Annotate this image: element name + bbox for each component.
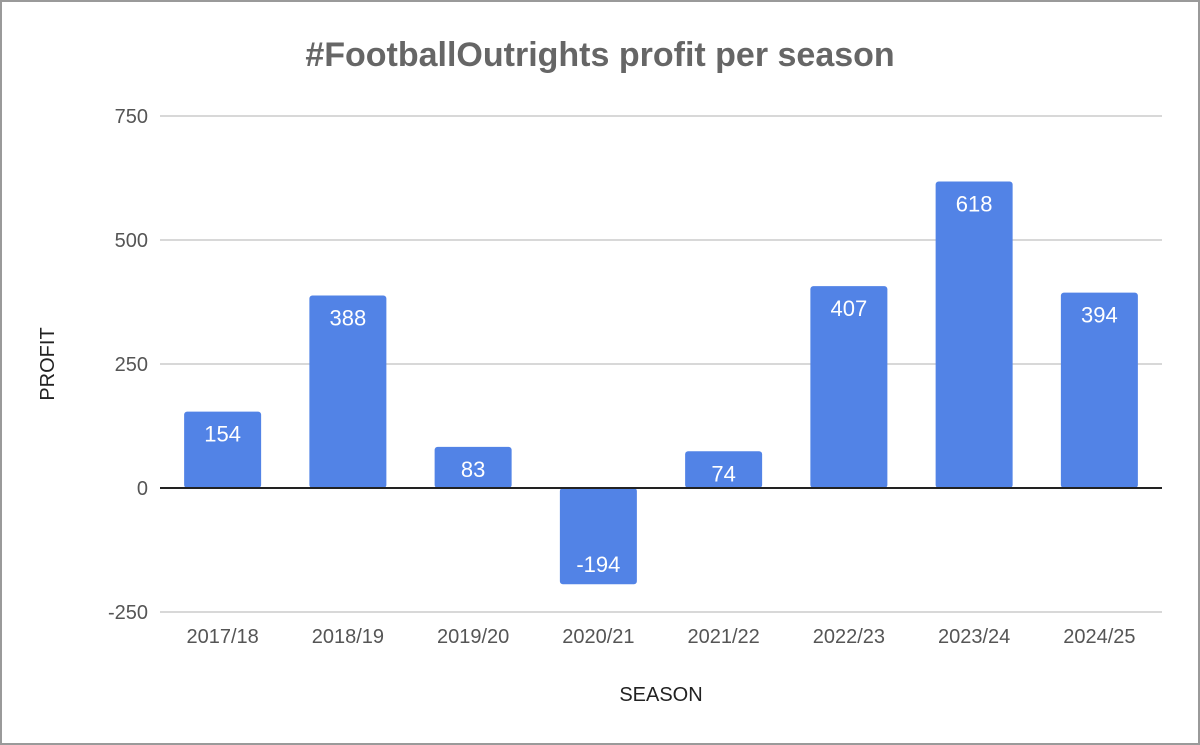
x-tick-label: 2018/19: [312, 626, 384, 648]
y-tick-label: 500: [115, 230, 148, 252]
data-label: 394: [1081, 303, 1118, 328]
y-tick-label: 250: [115, 354, 148, 376]
x-tick-label: 2021/22: [687, 626, 759, 648]
x-tick-label: 2023/24: [938, 626, 1010, 648]
x-tick-label: 2017/18: [186, 626, 258, 648]
x-axis-title: SEASON: [619, 684, 702, 706]
data-label: 407: [831, 296, 868, 321]
data-label: 74: [711, 461, 735, 486]
data-label: 388: [330, 306, 367, 331]
bar: [559, 488, 637, 585]
data-labels: 154 388 83 -194 74 407 618 394: [204, 191, 1117, 577]
bar: [184, 411, 262, 488]
chart-title: #FootballOutrights profit per season: [305, 36, 895, 74]
data-label: 83: [461, 457, 485, 482]
bar: [685, 451, 763, 488]
bar: [434, 446, 512, 488]
x-tick-label: 2019/20: [437, 626, 509, 648]
y-tick-label: 750: [115, 106, 148, 128]
x-tick-label: 2024/25: [1063, 626, 1135, 648]
bar: [935, 181, 1013, 489]
bar: [1060, 292, 1138, 488]
y-axis-title: PROFIT: [37, 327, 59, 400]
y-tick-label: -250: [108, 602, 148, 624]
y-tick-labels: 750 500 250 0 -250: [108, 106, 148, 624]
data-label: 618: [956, 191, 993, 216]
y-tick-label: 0: [137, 478, 148, 500]
bars: [184, 181, 1138, 585]
x-tick-labels: 2017/18 2018/19 2019/20 2020/21 2021/22 2022/…: [186, 626, 1135, 648]
x-tick-label: 2020/21: [562, 626, 634, 648]
x-tick-label: 2022/23: [813, 626, 885, 648]
bar: [309, 295, 387, 488]
data-label: 154: [204, 422, 241, 447]
data-label: -194: [576, 552, 620, 577]
bar: [810, 286, 888, 488]
